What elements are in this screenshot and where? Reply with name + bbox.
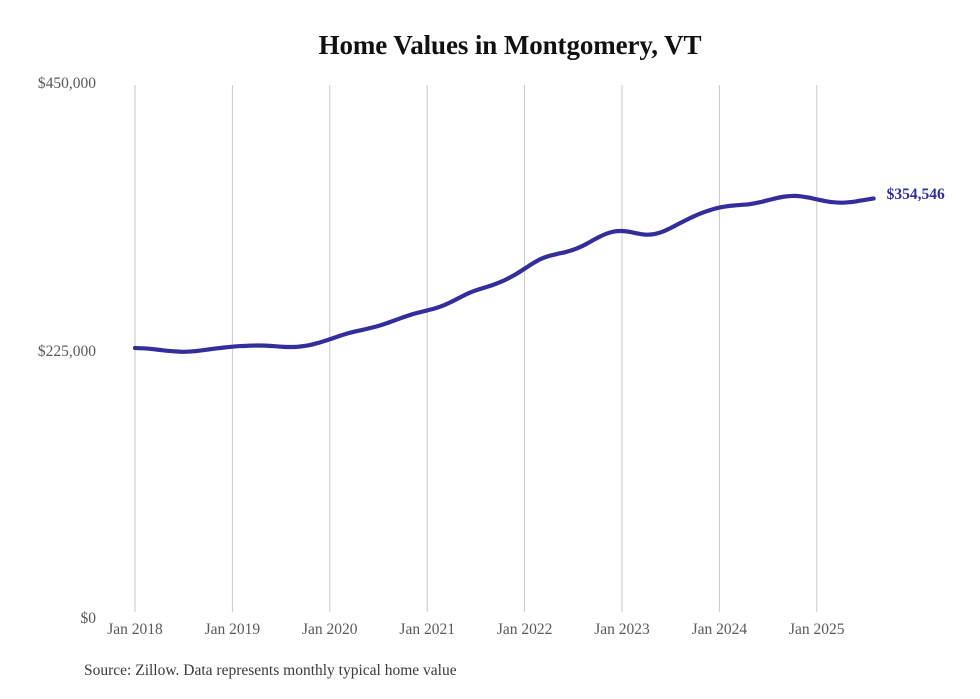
- x-axis-tick-label: Jan 2020: [302, 621, 358, 638]
- source-note: Source: Zillow. Data represents monthly …: [84, 662, 457, 679]
- x-axis-tick-label: Jan 2021: [399, 621, 455, 638]
- y-axis-tick-label: $0: [80, 610, 97, 627]
- series-line: [132, 193, 876, 354]
- x-axis-tick-label: Jan 2022: [496, 621, 553, 638]
- x-axis-tick-label: Jan 2018: [107, 621, 163, 638]
- x-axis-tick-label: Jan 2025: [789, 621, 845, 638]
- y-axis-tick-label: $450,000: [37, 75, 96, 92]
- x-axis-tick-label: Jan 2024: [691, 621, 748, 638]
- chart-title: Home Values in Montgomery, VT: [318, 30, 702, 60]
- series-lines: [132, 193, 876, 354]
- gridlines: [134, 85, 818, 612]
- y-axis-tick-label: $225,000: [37, 342, 96, 360]
- series-end-value-label: $354,546: [886, 186, 945, 204]
- x-axis-tick-label: Jan 2019: [204, 621, 261, 638]
- x-axis-tick-label: Jan 2023: [594, 621, 650, 638]
